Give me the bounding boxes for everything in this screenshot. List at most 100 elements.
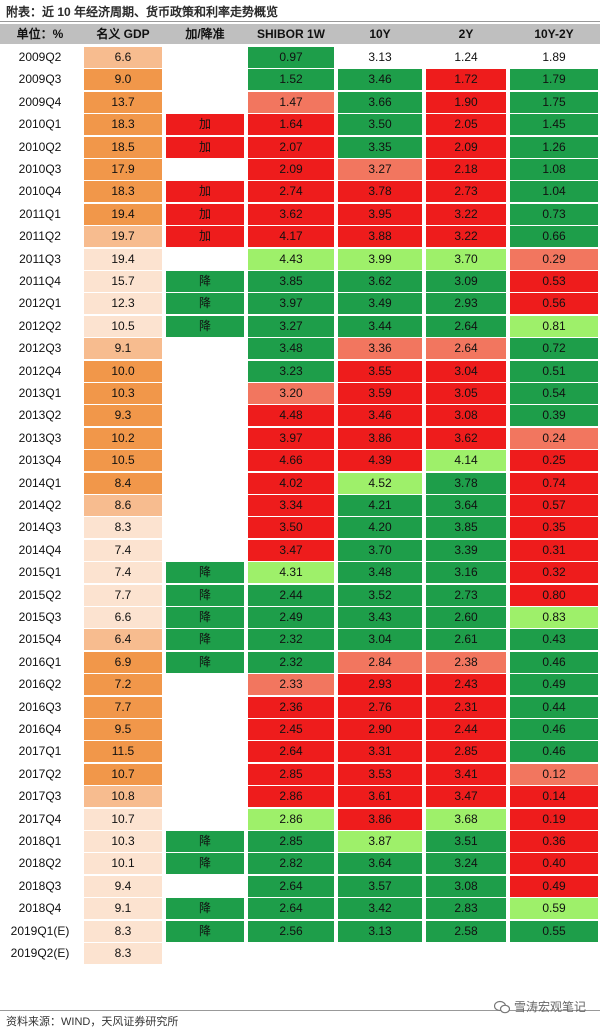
period-cell: 2018Q1 xyxy=(18,834,62,848)
table-row: 2018Q3 9.4 2.64 3.57 3.08 0.49 xyxy=(0,875,600,897)
spread-cell: 0.12 xyxy=(510,763,598,785)
shibor-cell: 2.64 xyxy=(248,741,334,763)
table-row: 2018Q2 10.1 降 2.82 3.64 3.24 0.40 xyxy=(0,852,600,875)
yield-2y-cell: 3.85 xyxy=(426,517,506,539)
table-row: 2019Q1(E) 8.3 降 2.56 3.13 2.58 0.55 xyxy=(0,920,600,942)
yield-10y-cell: 3.86 xyxy=(338,427,422,449)
yield-10y-cell: 4.21 xyxy=(338,495,422,516)
shibor-cell: 2.09 xyxy=(248,159,334,180)
yield-10y-cell: 3.95 xyxy=(338,203,422,225)
spread-cell: 0.59 xyxy=(510,898,598,920)
period-cell: 2012Q3 xyxy=(18,341,62,356)
header-rrr: 加/降准 xyxy=(185,27,225,41)
rrr-cell: 降 xyxy=(166,315,244,337)
shibor-cell: 2.32 xyxy=(248,629,334,651)
table-row: 2016Q3 7.7 2.36 2.76 2.31 0.44 xyxy=(0,696,600,718)
gdp-cell: 6.9 xyxy=(84,651,162,673)
shibor-cell: 3.47 xyxy=(248,539,334,561)
spread-cell: 0.51 xyxy=(510,360,598,382)
rrr-cell: 降 xyxy=(166,562,244,584)
spread-cell: 0.81 xyxy=(510,315,598,337)
shibor-cell: 2.36 xyxy=(248,696,334,718)
wechat-icon xyxy=(493,1000,510,1013)
gdp-cell: 10.8 xyxy=(84,786,162,808)
rrr-cell xyxy=(166,674,244,696)
yield-10y-cell: 3.64 xyxy=(338,853,422,875)
yield-2y-cell: 3.16 xyxy=(426,562,506,584)
footer-divider xyxy=(0,1010,600,1011)
yield-2y-cell: 2.05 xyxy=(426,114,506,136)
yield-10y-cell: 3.13 xyxy=(338,920,422,942)
yield-2y-cell: 3.64 xyxy=(426,495,506,516)
yield-2y-cell: 1.72 xyxy=(426,69,506,91)
gdp-cell: 8.3 xyxy=(84,920,162,942)
table-row: 2011Q4 15.7 降 3.85 3.62 3.09 0.53 xyxy=(0,270,600,292)
period-cell: 2014Q1 xyxy=(18,475,62,490)
yield-10y-cell: 3.99 xyxy=(338,248,422,270)
rrr-cell xyxy=(166,517,244,539)
rrr-cell xyxy=(166,383,244,404)
yield-10y-cell: 3.04 xyxy=(338,629,422,651)
gdp-cell: 18.5 xyxy=(84,136,162,158)
shibor-cell: 2.86 xyxy=(248,808,334,830)
yield-10y-cell: 3.44 xyxy=(338,315,422,337)
yield-2y-cell: 3.04 xyxy=(426,360,506,382)
yield-10y-cell: 3.48 xyxy=(338,562,422,584)
yield-2y-cell: 2.09 xyxy=(426,136,506,158)
spread-cell: 1.75 xyxy=(510,91,598,113)
rrr-cell: 降 xyxy=(166,831,244,852)
table-row: 2015Q2 7.7 降 2.44 3.52 2.73 0.80 xyxy=(0,584,600,606)
spread-cell: 1.89 xyxy=(510,47,598,68)
rrr-cell xyxy=(166,696,244,718)
yield-10y-cell: 3.52 xyxy=(338,584,422,606)
header-2y: 2Y xyxy=(458,27,474,41)
period-cell: 2012Q4 xyxy=(18,363,62,378)
spread-cell: 0.35 xyxy=(510,517,598,539)
rrr-cell: 降 xyxy=(166,651,244,673)
rrr-cell xyxy=(166,808,244,830)
gdp-cell: 9.4 xyxy=(84,875,162,897)
period-cell: 2010Q4 xyxy=(18,184,62,199)
spread-cell: 1.08 xyxy=(510,159,598,180)
table-row: 2011Q3 19.4 4.43 3.99 3.70 0.29 xyxy=(0,248,600,270)
period-cell: 2011Q1 xyxy=(19,206,61,221)
spread-cell: 0.39 xyxy=(510,405,598,427)
shibor-cell: 2.44 xyxy=(248,584,334,606)
period-cell: 2017Q1 xyxy=(18,744,62,759)
gdp-cell: 7.7 xyxy=(84,696,162,718)
period-cell: 2013Q2 xyxy=(18,408,62,423)
yield-2y-cell: 2.83 xyxy=(426,898,506,920)
gdp-cell: 10.2 xyxy=(84,427,162,449)
yield-10y-cell: 2.90 xyxy=(338,719,422,740)
table-row: 2017Q1 11.5 2.64 3.31 2.85 0.46 xyxy=(0,740,600,763)
gdp-cell: 6.6 xyxy=(84,607,162,628)
period-cell: 2009Q3 xyxy=(18,72,62,87)
table-row: 2018Q4 9.1 降 2.64 3.42 2.83 0.59 xyxy=(0,897,600,920)
rrr-cell: 加 xyxy=(166,203,244,225)
rrr-cell xyxy=(166,786,244,808)
yield-10y-cell: 3.70 xyxy=(338,539,422,561)
table-header: 单位：% 名义 GDP 加/降准 SHIBOR 1W 10Y 2Y 10Y-2Y xyxy=(0,24,600,44)
yield-2y-cell: 2.85 xyxy=(426,741,506,763)
gdp-cell: 10.7 xyxy=(84,763,162,785)
yield-2y-cell: 3.62 xyxy=(426,427,506,449)
shibor-cell: 2.07 xyxy=(248,136,334,158)
table-row: 2010Q4 18.3 加 2.74 3.78 2.73 1.04 xyxy=(0,180,600,203)
period-cell: 2016Q3 xyxy=(18,699,62,714)
yield-10y-cell: 3.36 xyxy=(338,338,422,360)
period-cell: 2014Q2 xyxy=(18,498,62,512)
table-row: 2015Q3 6.6 降 2.49 3.43 2.60 0.83 xyxy=(0,606,600,628)
yield-2y-cell: 3.68 xyxy=(426,808,506,830)
yield-10y-cell: 3.66 xyxy=(338,91,422,113)
period-cell: 2011Q4 xyxy=(19,274,61,288)
yield-2y-cell: 2.73 xyxy=(426,584,506,606)
yield-10y-cell xyxy=(338,943,422,964)
period-cell: 2015Q3 xyxy=(18,610,62,624)
yield-10y-cell: 2.84 xyxy=(338,651,422,673)
gdp-cell: 9.5 xyxy=(84,719,162,740)
gdp-cell: 10.3 xyxy=(84,383,162,404)
rrr-cell xyxy=(166,943,244,964)
spread-cell: 0.66 xyxy=(510,226,598,248)
gdp-cell: 9.1 xyxy=(84,898,162,920)
spread-cell: 0.36 xyxy=(510,831,598,852)
